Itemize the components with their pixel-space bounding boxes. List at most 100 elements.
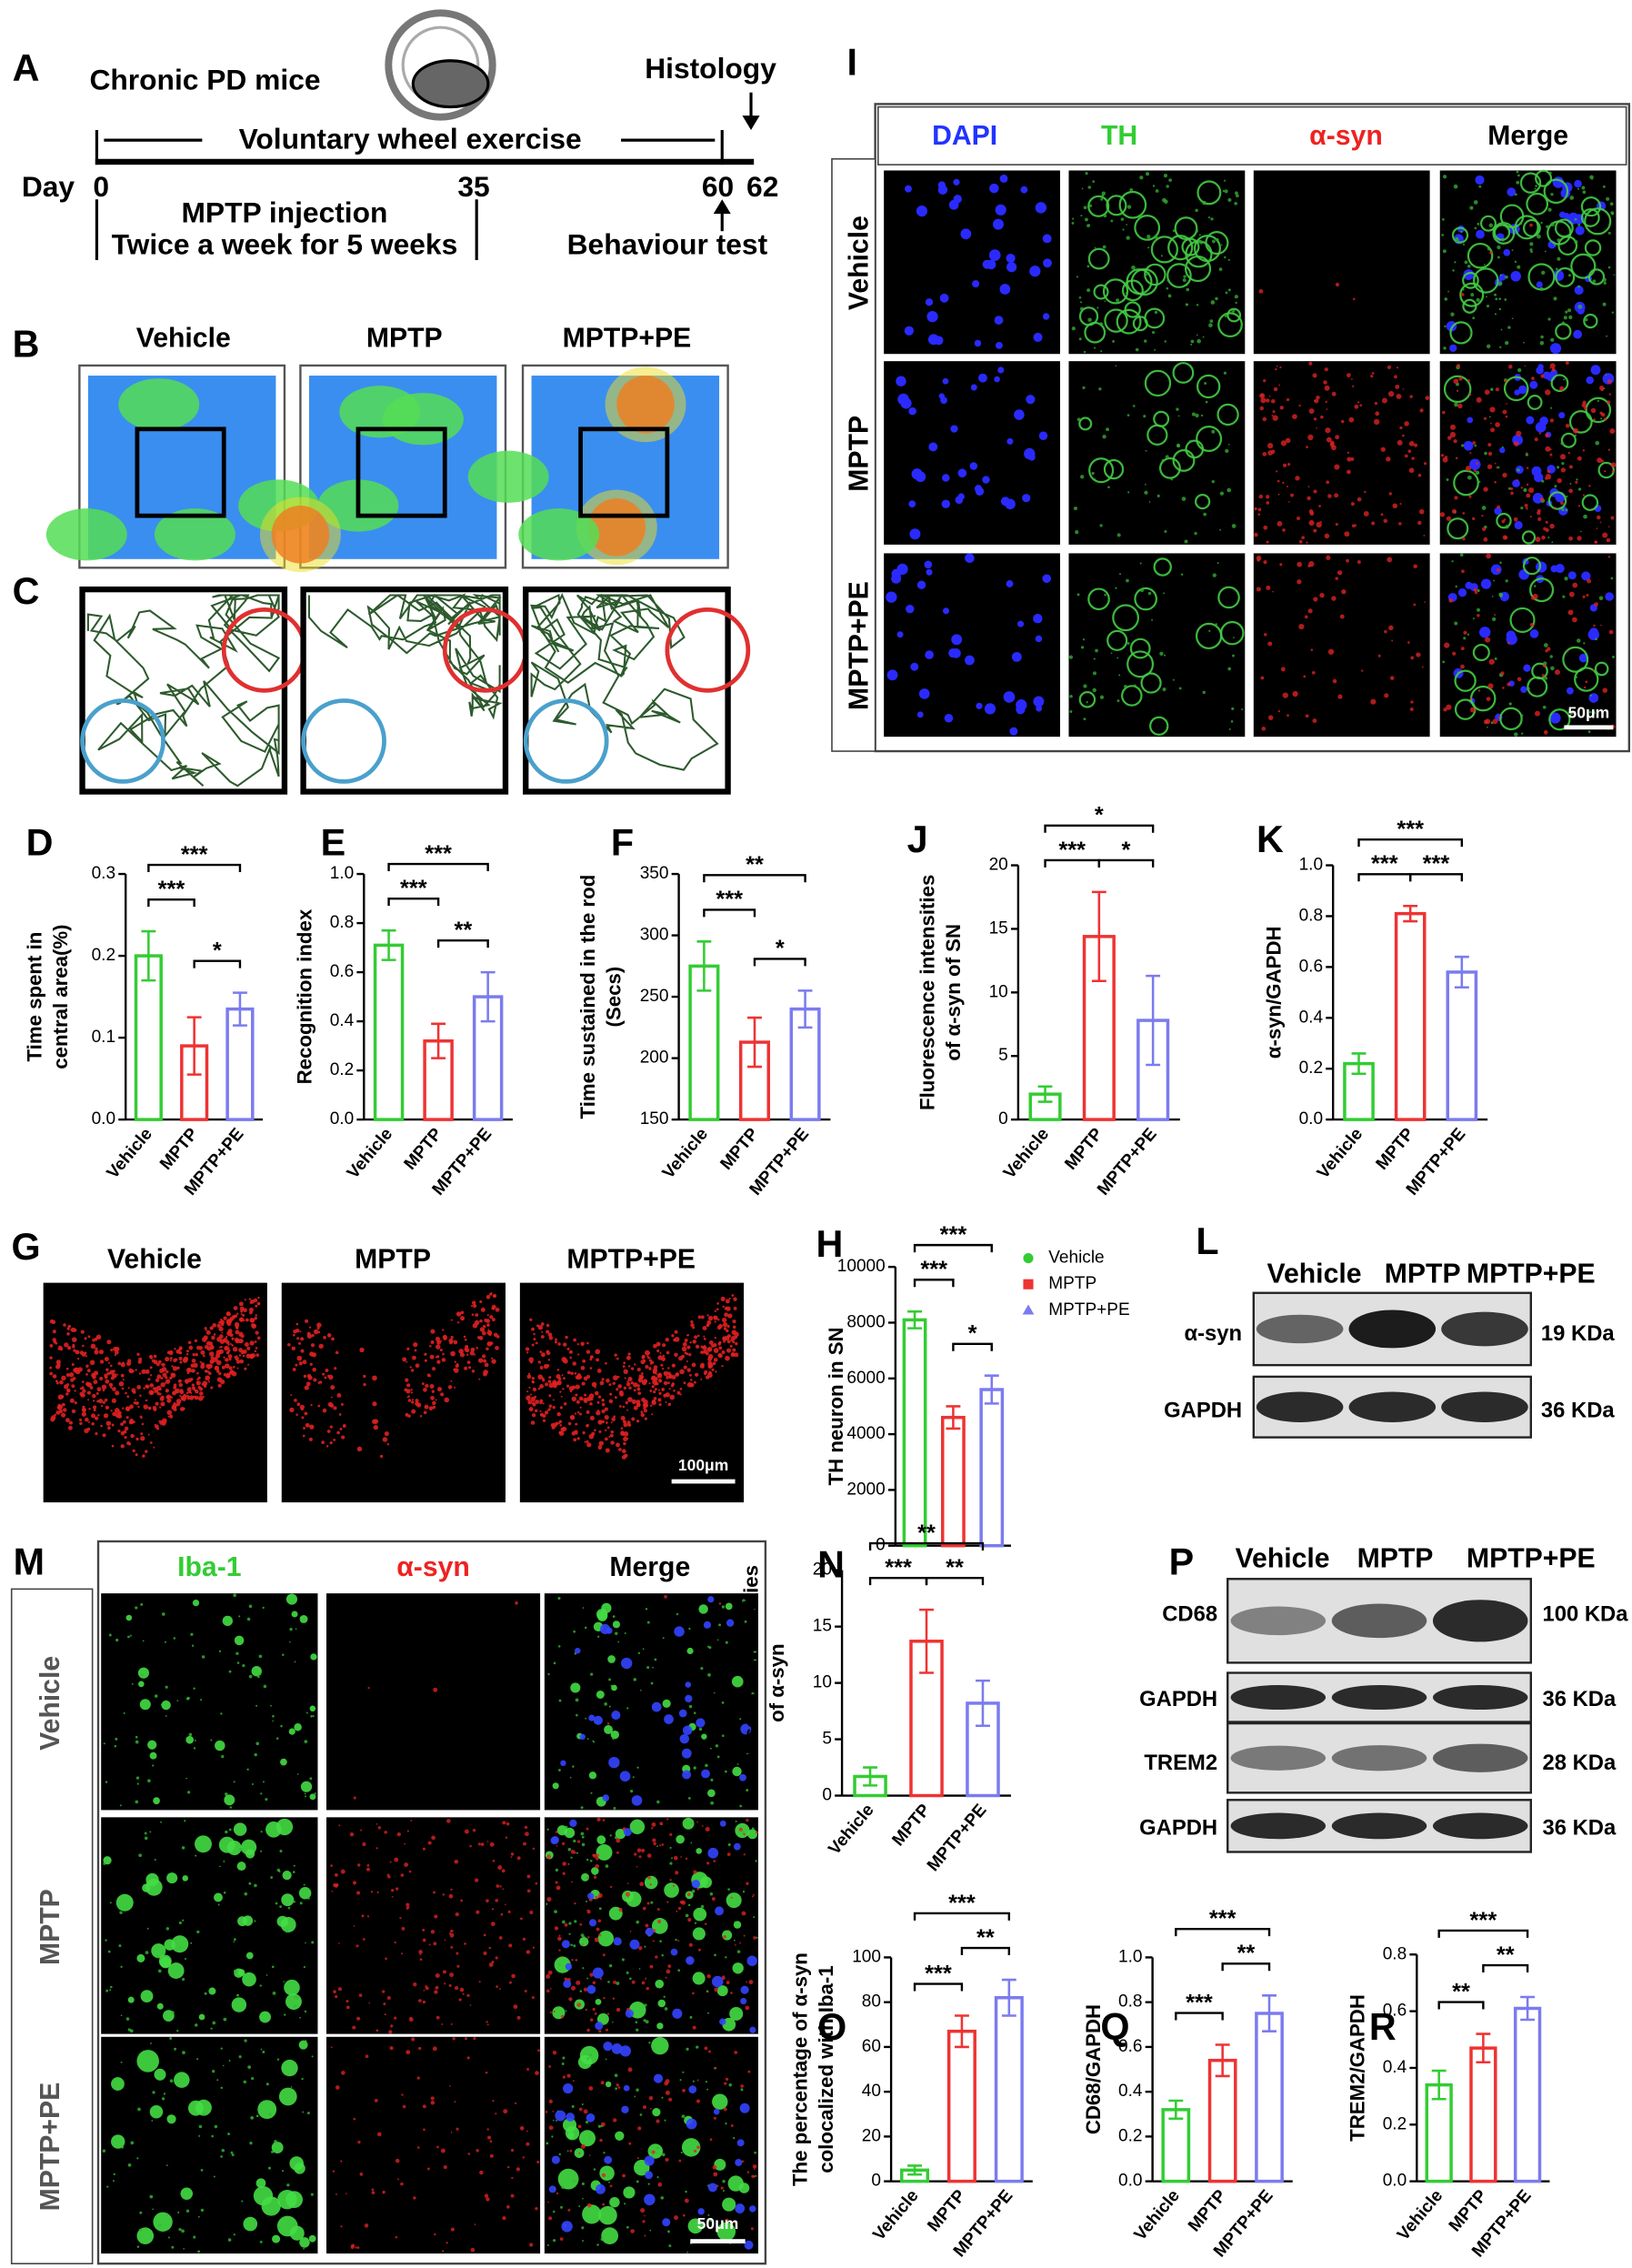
texture — [1195, 413, 1199, 418]
texture — [957, 493, 965, 500]
texture — [1341, 588, 1347, 595]
texture — [668, 1388, 671, 1390]
texture — [166, 1872, 178, 1884]
texture — [1202, 336, 1205, 338]
texture — [1282, 692, 1288, 698]
texture — [212, 2070, 215, 2073]
wheel-icon — [385, 9, 496, 121]
texture — [1583, 686, 1587, 689]
texture — [120, 2145, 125, 2149]
texture — [627, 1376, 633, 1382]
texture — [568, 1350, 573, 1354]
texture — [1573, 329, 1583, 339]
texture — [1494, 293, 1497, 296]
texture — [238, 1354, 242, 1357]
texture — [1126, 578, 1129, 583]
texture — [427, 1841, 432, 1845]
texture — [278, 2087, 297, 2106]
texture — [738, 1681, 741, 1683]
texture — [238, 1847, 243, 1852]
texture — [529, 1910, 534, 1915]
texture — [154, 1694, 158, 1698]
texture — [555, 1831, 558, 1833]
texture — [1104, 300, 1106, 302]
texture — [489, 2140, 493, 2143]
texture — [1112, 340, 1115, 343]
texture — [174, 2047, 177, 2051]
significance-bracket — [703, 908, 756, 918]
texture — [1387, 557, 1393, 563]
band-size: 19 KDa — [1541, 1321, 1615, 1346]
texture — [1467, 633, 1470, 636]
texture — [588, 2053, 593, 2057]
texture — [136, 2050, 159, 2072]
y-tick-label: 20 — [813, 1561, 832, 1580]
texture — [595, 1349, 601, 1355]
texture — [1335, 435, 1340, 440]
texture — [1507, 682, 1511, 687]
texture — [662, 1354, 666, 1358]
texture — [65, 1392, 69, 1396]
texture — [145, 1384, 150, 1389]
texture — [236, 1312, 239, 1315]
texture — [712, 2093, 728, 2110]
texture — [301, 1416, 305, 1420]
texture — [225, 1340, 230, 1345]
texture — [664, 1882, 679, 1898]
texture — [1223, 371, 1227, 375]
texture — [357, 1863, 361, 1867]
texture — [1600, 624, 1602, 627]
heatmap — [576, 489, 657, 566]
texture — [1254, 532, 1258, 537]
texture — [152, 2091, 155, 2094]
texture — [238, 1339, 244, 1344]
texture — [301, 2077, 304, 2081]
texture — [724, 1770, 727, 1773]
texture — [654, 1388, 657, 1391]
heatmap — [118, 378, 200, 431]
texture — [582, 1967, 585, 1970]
texture — [92, 1339, 95, 1342]
texture — [176, 2029, 179, 2032]
texture — [536, 1324, 539, 1328]
texture — [552, 1782, 559, 1790]
texture — [147, 1433, 150, 1436]
texture — [1388, 625, 1394, 631]
texture — [1540, 374, 1545, 378]
texture — [637, 2126, 642, 2131]
texture — [506, 1821, 510, 1826]
texture — [1583, 514, 1587, 519]
texture — [1103, 458, 1125, 480]
texture — [305, 1795, 307, 1798]
texture — [604, 1407, 608, 1411]
texture — [636, 1920, 640, 1924]
texture — [1413, 443, 1418, 447]
texture — [1164, 199, 1168, 205]
texture — [235, 1651, 239, 1655]
texture — [1297, 579, 1302, 585]
texture — [527, 1395, 531, 1398]
texture — [583, 2109, 588, 2114]
texture — [85, 1373, 88, 1376]
texture — [726, 1892, 742, 1909]
texture — [165, 2164, 168, 2167]
texture — [743, 1853, 746, 1856]
texture — [221, 1331, 224, 1334]
texture — [1346, 373, 1351, 377]
texture — [1477, 222, 1480, 226]
texture — [1467, 264, 1471, 268]
error-bar — [1476, 2032, 1491, 2063]
texture — [948, 199, 959, 210]
texture — [371, 2191, 375, 2195]
texture — [395, 2235, 398, 2239]
texture — [617, 1641, 620, 1643]
texture — [640, 1410, 644, 1414]
texture — [155, 1401, 159, 1406]
texture — [448, 1893, 454, 1899]
texture — [1488, 223, 1494, 228]
texture — [950, 425, 958, 433]
texture — [299, 2171, 302, 2174]
texture — [1510, 487, 1514, 491]
texture — [570, 1856, 573, 1859]
texture — [136, 1953, 145, 1962]
